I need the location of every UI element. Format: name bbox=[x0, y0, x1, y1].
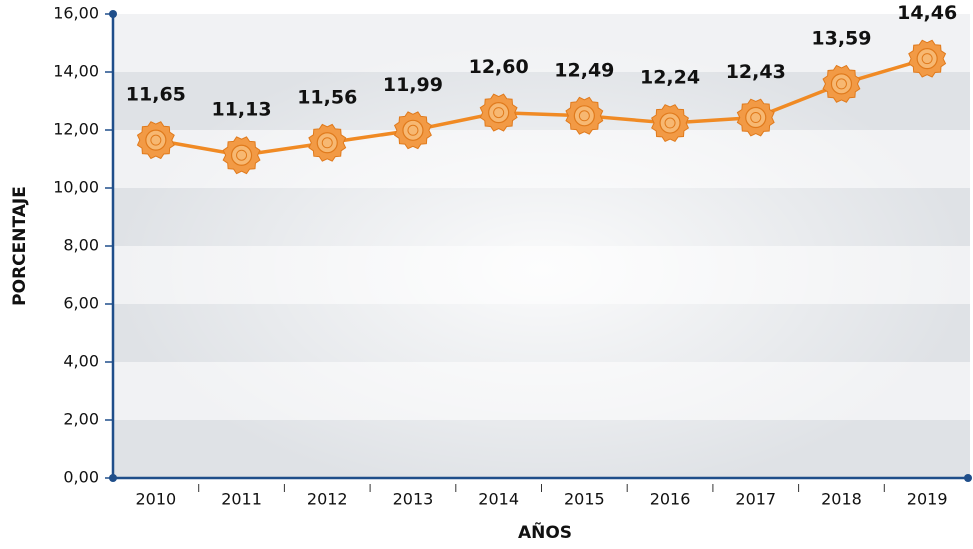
x-tick-label: 2010 bbox=[135, 490, 176, 509]
sun-face bbox=[488, 101, 510, 124]
x-tick-label: 2015 bbox=[564, 490, 605, 509]
x-tick-label: 2016 bbox=[650, 490, 691, 509]
sun-core bbox=[493, 107, 505, 119]
x-axis-label: AÑOS bbox=[518, 520, 572, 543]
y-tick-label: 12,00 bbox=[53, 120, 99, 139]
x-tick-label: 2017 bbox=[735, 490, 776, 509]
sun-core bbox=[321, 137, 333, 149]
x-tick-label: 2018 bbox=[821, 490, 862, 509]
sun-face bbox=[916, 48, 938, 70]
y-tick-label: 16,00 bbox=[53, 4, 99, 23]
sun-marker bbox=[908, 39, 947, 78]
data-label: 12,24 bbox=[640, 67, 700, 89]
sun-marker bbox=[393, 111, 432, 150]
sun-face bbox=[830, 73, 853, 95]
x-tick-label: 2014 bbox=[478, 490, 519, 509]
sun-face bbox=[745, 106, 767, 129]
sun-face bbox=[402, 119, 424, 141]
sun-marker bbox=[136, 121, 175, 160]
axis-origin bbox=[109, 474, 117, 482]
sun-core bbox=[150, 134, 162, 146]
sun-core bbox=[578, 110, 590, 122]
y-tick-label: 10,00 bbox=[53, 178, 99, 197]
sun-face bbox=[230, 144, 253, 166]
sun-marker bbox=[651, 104, 690, 143]
x-tick-label: 2012 bbox=[307, 490, 348, 509]
sun-face bbox=[659, 112, 681, 134]
data-label: 13,59 bbox=[811, 27, 871, 49]
sun-core bbox=[750, 112, 762, 124]
sun-marker bbox=[222, 136, 261, 175]
y-tick-label: 0,00 bbox=[63, 468, 99, 487]
axis-end bbox=[964, 474, 972, 482]
data-label: 11,56 bbox=[297, 86, 357, 108]
x-tick-label: 2011 bbox=[221, 490, 262, 509]
sun-marker bbox=[308, 123, 347, 162]
data-label: 11,13 bbox=[211, 99, 271, 121]
sun-marker bbox=[822, 64, 861, 103]
data-label: 12,60 bbox=[469, 56, 529, 78]
data-label: 12,49 bbox=[554, 59, 614, 81]
y-tick-label: 4,00 bbox=[63, 352, 99, 371]
data-label: 11,99 bbox=[383, 74, 443, 96]
data-label: 11,65 bbox=[126, 84, 186, 106]
sun-core bbox=[236, 149, 248, 161]
sun-marker bbox=[565, 96, 604, 135]
y-axis-label: PORCENTAJE bbox=[10, 186, 30, 306]
sun-core bbox=[921, 53, 933, 65]
sun-core bbox=[664, 117, 676, 129]
y-tick-label: 14,00 bbox=[53, 62, 99, 81]
sun-face bbox=[145, 129, 167, 151]
line bbox=[155, 56, 928, 158]
sun-marker bbox=[736, 98, 775, 137]
sun-face bbox=[316, 132, 338, 154]
data-label: 14,46 bbox=[897, 2, 957, 24]
axis-end bbox=[109, 10, 117, 18]
sun-marker bbox=[479, 93, 518, 132]
y-tick-label: 8,00 bbox=[63, 236, 99, 255]
sun-face bbox=[573, 105, 595, 127]
x-tick-label: 2019 bbox=[907, 490, 948, 509]
y-tick-label: 2,00 bbox=[63, 410, 99, 429]
y-tick-label: 6,00 bbox=[63, 294, 99, 313]
sun-core bbox=[835, 78, 847, 90]
data-label: 12,43 bbox=[726, 61, 786, 83]
x-tick-label: 2013 bbox=[393, 490, 434, 509]
sun-core bbox=[407, 124, 419, 136]
